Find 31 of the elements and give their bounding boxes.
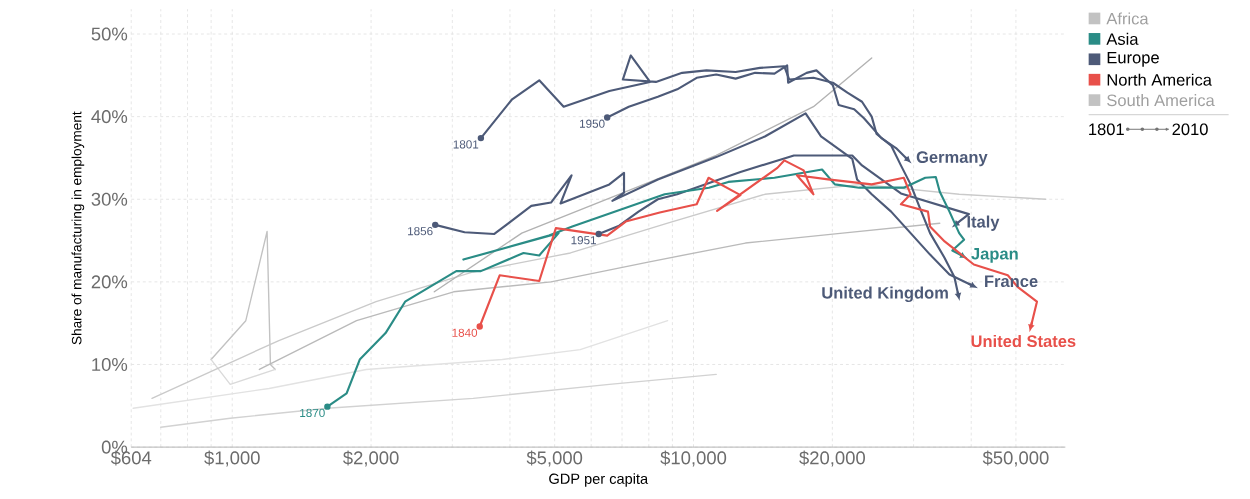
- y-tick-label: 30%: [91, 192, 128, 206]
- x-tick-label: $2,000: [343, 450, 399, 467]
- x-tick-label: $1,000: [204, 450, 260, 467]
- text: Africa: [1106, 12, 1149, 25]
- series-label: United States: [971, 335, 1076, 348]
- annotation: 1870: [300, 408, 325, 418]
- y-tick-label: 10%: [92, 358, 128, 372]
- y-axis-title: Share of manufacturing in employment: [71, 111, 85, 345]
- text: South America: [1107, 94, 1215, 107]
- text: Europe: [1107, 52, 1159, 67]
- legend-label: Germany: [916, 151, 988, 167]
- x-tick-label: $20,000: [799, 450, 865, 467]
- annotation: 1840: [452, 328, 478, 338]
- text: North America: [1107, 73, 1212, 86]
- series-label: Japan: [971, 248, 1018, 264]
- x-tick-label: $10,000: [660, 450, 727, 467]
- legend-label: Italy: [967, 215, 1000, 232]
- y-tick-label: 40%: [91, 110, 128, 124]
- x-axis-title: GDP per capita: [549, 473, 649, 487]
- x-tick-label: $50,000: [982, 450, 1049, 467]
- text: 1801: [1089, 123, 1124, 136]
- y-tick-label: 20%: [91, 275, 128, 289]
- series-label: United Kingdom: [822, 286, 948, 303]
- text: 2010: [1172, 123, 1208, 136]
- annotation: 1801: [453, 140, 479, 149]
- annotation: 1856: [408, 227, 433, 236]
- x-tick-label: $5,000: [526, 450, 583, 467]
- annotation: 1951: [571, 236, 596, 245]
- text: Asia: [1106, 32, 1139, 46]
- annotation: 1950: [580, 119, 605, 129]
- y-tick-label: 50%: [91, 27, 128, 41]
